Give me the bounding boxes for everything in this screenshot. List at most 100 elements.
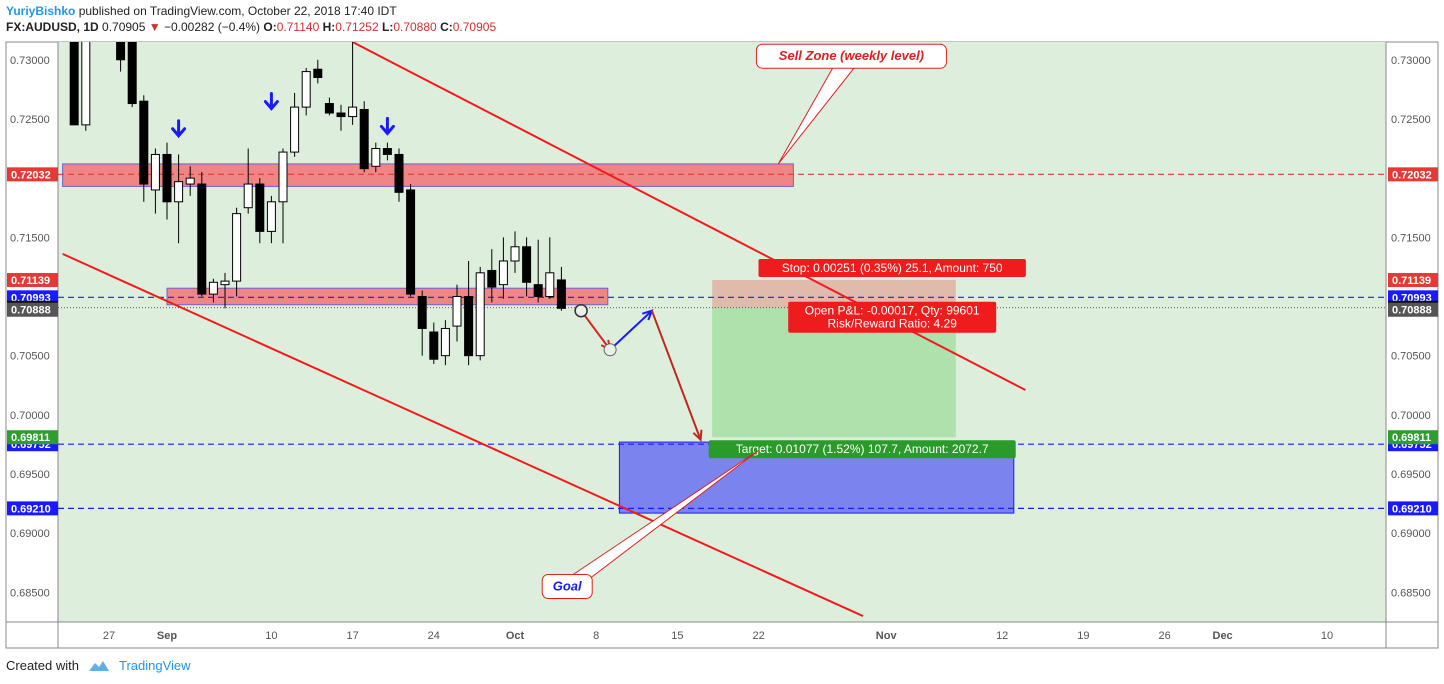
price-tag: 0.69811 [1392,432,1431,444]
price-tag-left-bg [7,302,58,317]
level-price-tag-bg [1388,501,1438,516]
x-tick-label: 26 [1158,630,1170,642]
close-value: 0.70905 [452,20,497,34]
price-tag-left-bg [7,430,58,445]
bull-candle [278,151,288,203]
y-tick-right: 0.71500 [1391,232,1431,244]
target-label: Target: 0.01077 (1.52%) 107.7, Amount: 2… [736,442,989,456]
path-arrow-target [650,310,702,441]
price-tag: 0.71139 [1392,275,1431,287]
y-tick-left: 0.72500 [10,114,50,126]
price-tag-bg [1388,273,1438,288]
bull-candle [290,106,300,153]
path-arrow-target-head [692,429,703,442]
target-label-bg [708,440,1016,459]
ohlc-line: FX:AUDUSD, 1D 0.70905 ▼ −0.00282 (−0.4%)… [6,19,496,35]
bear-candle [464,295,474,357]
y-tick-left: 0.73000 [10,55,50,67]
symbol-label: FX:AUDUSD, 1D [6,20,99,34]
bear-candle [429,331,439,360]
x-tick-label: Oct [506,630,525,642]
bear-candle [139,100,149,185]
stop-label: Stop: 0.00251 (0.35%) 25.1, Amount: 750 [782,261,1003,275]
bear-candle [127,42,137,105]
path-arrow-up [609,309,653,351]
price-tag-bg [1388,302,1438,317]
publish-text: published on TradingView.com, October 22… [78,4,397,18]
callout-box [755,43,947,69]
down-arrow-icon [171,119,187,139]
stop-label-bg [758,259,1026,278]
down-arrow-icon [379,116,395,136]
x-tick-label: 10 [1321,630,1333,642]
open-label: O: [263,20,277,34]
bear-candle [324,103,334,114]
y-tick-left: 0.68500 [10,587,50,599]
level-price-tag-bg [1388,167,1438,182]
price-tag-left-bg [7,273,58,288]
y-tick-right: 0.69500 [1391,469,1431,481]
change-value: −0.00282 (−0.4%) [163,20,261,34]
down-arrow-icon [263,92,279,111]
tradingview-logo-icon [88,660,109,671]
pnl-label-bg [788,301,997,333]
bear-candle [336,112,346,118]
bull-candle [266,201,276,232]
y-tick-right: 0.68500 [1391,587,1431,599]
bull-candle [371,148,381,167]
tradingview-brand-link[interactable]: TradingView [118,658,191,673]
x-tick-label: 19 [1077,630,1089,642]
bear-candle [116,42,126,61]
high-label: H: [322,20,336,34]
bear-candle [255,183,265,232]
price-tag: 0.70888 [1392,305,1432,317]
support-zone [166,287,609,306]
bull-candle [232,213,242,282]
bear-candle [406,189,416,295]
bull-candle [440,327,450,357]
pnl-label: Risk/Reward Ratio: 4.29 [828,317,958,331]
bear-candle [487,269,497,288]
bull-candle [243,183,253,209]
level-price-tag-left-bg [7,167,58,182]
low-label: L: [382,20,394,34]
y-tick-left: 0.69500 [10,469,50,481]
level-price-tag-left: 0.72032 [11,169,51,181]
bull-candle [301,71,311,108]
price-tag-left: 0.71139 [11,275,50,287]
bull-candle [498,260,508,286]
x-tick-label: 22 [752,630,764,642]
bear-candle [522,246,532,283]
last-price: 0.70905 [102,20,146,34]
level-price-tag-left: 0.69210 [11,503,51,515]
bear-candle [69,42,79,126]
level-price-tag-left-bg [7,501,58,516]
bull-candle [208,281,218,295]
price-tag-left: 0.70888 [11,305,51,317]
down-triangle-icon: ▼ [148,20,161,34]
callout-box [541,573,593,599]
level-price-tag: 0.72032 [1392,169,1432,181]
path-node [574,303,588,318]
bull-candle [475,272,485,357]
high-value: 0.71252 [335,20,379,34]
x-tick-label: 15 [671,630,683,642]
goal-annotation: Goal [553,578,582,593]
path-arrow-down [580,310,611,351]
x-tick-label: Dec [1213,630,1233,642]
author-link[interactable]: YuriyBishko [6,4,76,18]
bear-candle [382,148,392,155]
bull-candle [150,153,160,191]
x-tick-label: Nov [876,630,898,642]
x-tick-label: 8 [593,630,599,642]
bull-candle [545,272,555,297]
bear-candle [533,284,543,297]
bear-candle [162,153,172,203]
pnl-label: Open P&L: -0.00017, Qty: 99601 [805,304,980,318]
y-tick-right: 0.72500 [1391,114,1431,126]
price-tag-bg [1388,430,1438,445]
channel-line [62,252,864,617]
bull-candle [452,295,462,327]
bear-candle [197,183,207,295]
